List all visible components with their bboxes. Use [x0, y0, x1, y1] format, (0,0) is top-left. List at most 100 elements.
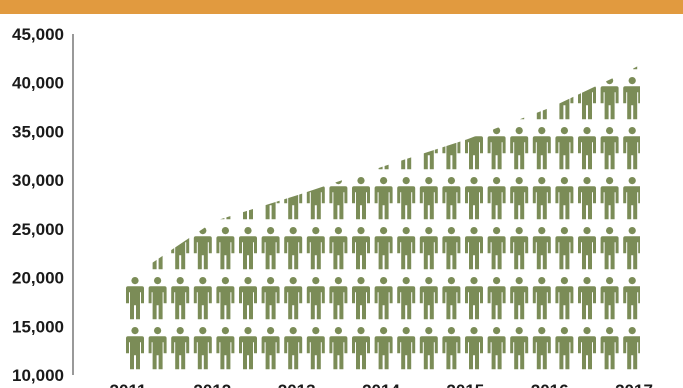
person-icon — [578, 177, 596, 220]
person-icon — [397, 327, 416, 370]
person-icon — [193, 327, 212, 370]
person-icon — [239, 65, 257, 70]
person-icon — [600, 127, 619, 170]
person-icon — [623, 177, 640, 220]
person-icon — [374, 277, 393, 320]
person-icon — [465, 65, 483, 70]
person-icon — [397, 65, 416, 70]
x-tick-label: 2016 — [531, 381, 569, 388]
person-icon — [148, 327, 167, 370]
person-icon — [126, 127, 144, 170]
person-icon — [510, 77, 529, 120]
person-icon — [193, 277, 212, 320]
person-icon — [193, 127, 212, 170]
y-tick-label: 10,000 — [12, 366, 64, 385]
person-icon — [578, 227, 596, 270]
person-icon — [397, 77, 416, 120]
person-icon — [555, 277, 574, 320]
person-icon — [126, 65, 144, 70]
person-icon — [487, 65, 506, 70]
person-icon — [555, 177, 574, 220]
person-icon — [261, 277, 280, 320]
person-icon — [419, 327, 438, 370]
person-icon — [148, 127, 167, 170]
x-tick-label: 2013 — [278, 381, 316, 388]
person-icon — [261, 227, 280, 270]
person-icon — [397, 127, 416, 170]
person-icon — [352, 77, 370, 120]
person-icon — [442, 77, 461, 120]
person-icon — [284, 77, 303, 120]
person-icon — [442, 277, 461, 320]
y-tick-label: 15,000 — [12, 317, 64, 336]
person-icon — [284, 277, 303, 320]
y-axis-ticks: 10,000 15,000 20,000 25,000 30,000 35,000 40,0… — [12, 25, 64, 385]
person-icon — [329, 127, 348, 170]
person-icon — [352, 177, 370, 220]
person-icon — [532, 277, 551, 320]
person-icon — [532, 177, 551, 220]
person-icon — [397, 177, 416, 220]
person-icon — [555, 327, 574, 370]
person-icon — [329, 277, 348, 320]
person-icon — [442, 127, 461, 170]
person-icon — [623, 65, 640, 70]
person-icon — [329, 177, 348, 220]
person-icon — [510, 327, 529, 370]
person-icon — [193, 77, 212, 120]
person-icon — [216, 277, 235, 320]
person-icon — [419, 65, 438, 70]
person-icon — [600, 77, 619, 120]
person-icon — [284, 65, 303, 70]
person-icon — [329, 65, 348, 70]
person-icon — [374, 177, 393, 220]
person-icon — [623, 227, 640, 270]
person-icon — [171, 277, 190, 320]
person-icon — [532, 77, 551, 120]
person-icon — [465, 277, 483, 320]
person-icon — [306, 327, 325, 370]
person-icon — [374, 127, 393, 170]
person-icon — [216, 65, 235, 70]
person-icon — [126, 277, 144, 320]
y-tick-label: 30,000 — [12, 171, 64, 190]
person-icon — [510, 277, 529, 320]
person-icon — [239, 277, 257, 320]
person-icon — [306, 277, 325, 320]
person-icon — [578, 327, 596, 370]
person-icon — [623, 277, 640, 320]
person-icon — [600, 277, 619, 320]
person-icon — [171, 127, 190, 170]
person-icon — [126, 177, 144, 220]
person-icon — [216, 227, 235, 270]
person-icon — [397, 277, 416, 320]
person-icon — [532, 327, 551, 370]
person-icon — [487, 227, 506, 270]
person-icon — [329, 77, 348, 120]
header-band — [0, 0, 683, 14]
person-icon — [352, 227, 370, 270]
person-icon — [487, 77, 506, 120]
person-icon — [555, 227, 574, 270]
person-icon — [374, 227, 393, 270]
person-icon — [510, 127, 529, 170]
person-icon — [352, 327, 370, 370]
y-tick-label: 20,000 — [12, 269, 64, 288]
x-tick-label: 2012 — [193, 381, 231, 388]
person-icon — [419, 127, 438, 170]
person-icon — [306, 177, 325, 220]
person-icon — [171, 77, 190, 120]
person-icon — [148, 77, 167, 120]
x-tick-label: 2011 — [110, 381, 147, 388]
person-icon — [261, 127, 280, 170]
person-icon — [148, 65, 167, 70]
person-icon — [623, 77, 640, 120]
person-icon — [397, 227, 416, 270]
person-icon — [487, 177, 506, 220]
pictograph-area — [126, 65, 640, 370]
person-icon — [216, 77, 235, 120]
person-icon — [510, 65, 529, 70]
person-icon — [216, 177, 235, 220]
person-icon — [532, 227, 551, 270]
person-icon — [487, 327, 506, 370]
